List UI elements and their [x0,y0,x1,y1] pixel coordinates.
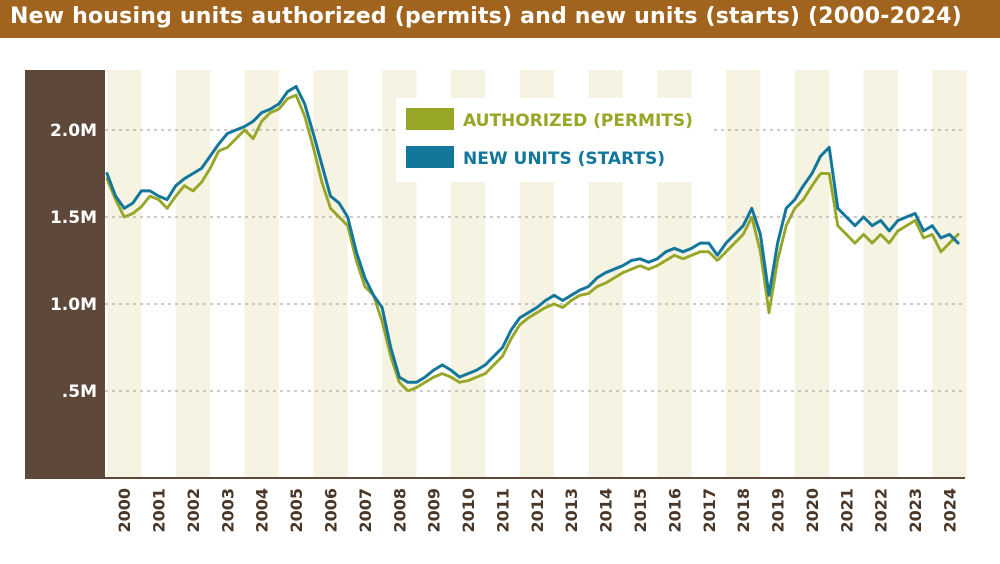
x-tick-label: 2015 [631,488,650,533]
x-tick-label: 2013 [562,488,581,533]
x-tick-label: 2019 [769,488,788,533]
x-tick-label: 2002 [184,488,203,533]
legend-label-starts: NEW UNITS (STARTS) [463,149,665,169]
x-tick-label: 2010 [459,488,478,533]
x-tick-label: 2003 [218,488,237,533]
year-band [725,70,761,478]
legend-swatch-starts [406,146,454,168]
x-tick-label: 2020 [803,488,822,533]
series-line-permits [105,93,960,393]
series-lines [105,85,960,393]
x-tick-label: 2017 [700,488,719,533]
year-band [244,70,279,478]
x-tick-label: 2000 [115,488,134,533]
x-tick-label: 2008 [390,488,409,533]
year-band [863,70,898,478]
y-tick-label: 2.0M [50,121,97,141]
x-axis-ticks: 2000 2001 2002 2003 2004 2005 2006 2007 2008 2009… [115,488,959,533]
year-band [107,70,142,478]
x-tick-label: 2007 [356,488,375,533]
y-axis-ticks: .5M 1.0M 1.5M 2.0M [50,121,97,402]
y-tick-label: 1.0M [50,295,97,315]
y-axis-panel [25,70,105,478]
year-band [175,70,211,478]
legend-swatch-permits [406,108,454,130]
x-tick-label: 2022 [872,488,891,533]
year-band [313,70,348,478]
x-tick-label: 2006 [322,488,341,533]
x-tick-label: 2016 [665,488,684,533]
y-tick-label: .5M [62,382,97,402]
year-band [794,70,830,478]
series-line-starts [105,85,960,384]
x-tick-label: 2012 [528,488,547,533]
x-tick-label: 2018 [734,488,753,533]
x-tick-label: 2011 [493,488,512,533]
legend: AUTHORIZED (PERMITS) NEW UNITS (STARTS) [396,98,714,182]
x-tick-label: 2014 [597,488,616,533]
x-tick-label: 2004 [253,488,272,533]
chart-title: New housing units authorized (permits) a… [10,4,962,29]
year-band [932,70,967,478]
title-bar: New housing units authorized (permits) a… [0,0,1000,38]
x-tick-label: 2021 [837,488,856,533]
y-tick-label: 1.5M [50,208,97,228]
x-tick-label: 2009 [425,488,444,533]
year-bands [107,70,967,478]
x-tick-label: 2024 [941,488,960,533]
x-tick-label: 2001 [150,488,169,533]
x-tick-label: 2023 [906,488,925,533]
legend-label-permits: AUTHORIZED (PERMITS) [463,111,693,131]
x-tick-label: 2005 [287,488,306,533]
